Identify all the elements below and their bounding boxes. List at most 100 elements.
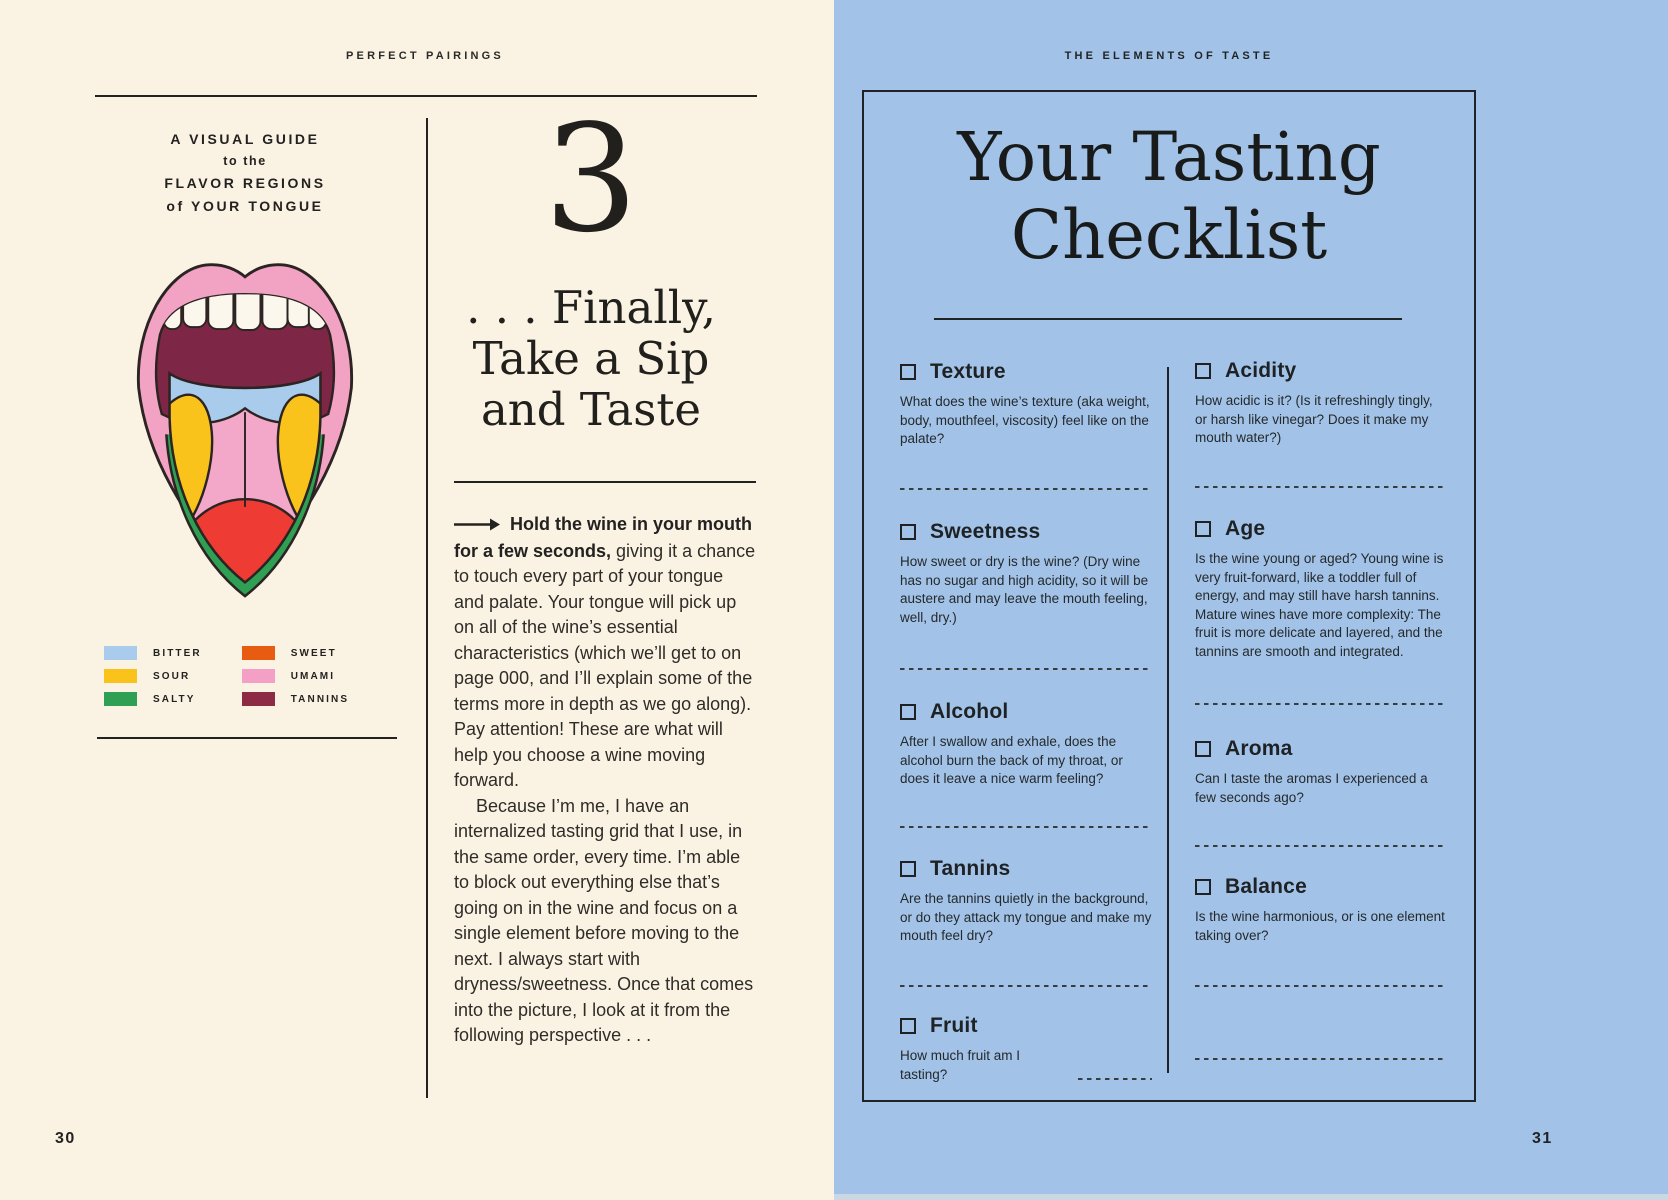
chapter-heading: . . . Finally, Take a Sip and Taste	[426, 282, 756, 435]
intro-paragraph: Hold the wine in your mouth for a few se…	[454, 512, 756, 794]
legend-rule	[97, 737, 397, 739]
guide-title-line4: of YOUR TONGUE	[166, 198, 324, 214]
checkbox-icon[interactable]	[900, 524, 916, 540]
checklist-title-line1: Your Tasting	[957, 118, 1381, 196]
legend-item-tannins: TANNINS	[241, 692, 350, 706]
legend-label: SWEET	[290, 647, 337, 659]
legend-label: BITTER	[153, 647, 202, 659]
running-head-right: THE ELEMENTS OF TASTE	[1064, 50, 1274, 62]
checkbox-icon[interactable]	[900, 364, 916, 380]
checklist-item-label: Acidity	[1225, 359, 1297, 382]
checklist-item-description: Is the wine harmonious, or is one elemen…	[1195, 909, 1445, 943]
right-page: THE ELEMENTS OF TASTE Your Tasting Check…	[834, 0, 1668, 1200]
dashed-separator	[900, 488, 1148, 490]
checklist-item-description: Are the tannins quietly in the backgroun…	[900, 891, 1152, 943]
left-page: PERFECT PAIRINGS A VISUAL GUIDE to the F…	[0, 0, 834, 1200]
checklist-item-tannins: Tannins Are the tannins quietly in the b…	[900, 857, 1152, 946]
chapter-body: Hold the wine in your mouth for a few se…	[454, 512, 756, 1049]
page-edge	[834, 1194, 1668, 1200]
checklist-item-label: Texture	[930, 360, 1006, 383]
write-in-line	[1195, 1058, 1443, 1060]
dashed-separator	[900, 826, 1148, 828]
checklist-title-rule	[934, 318, 1402, 320]
checklist-item-description: How acidic is it? (Is it refreshingly ti…	[1195, 393, 1433, 445]
legend-item-bitter: BITTER	[104, 646, 202, 660]
checklist-item-age: Age Is the wine young or aged? Young win…	[1195, 517, 1447, 661]
dashed-separator	[900, 668, 1148, 670]
salty-swatch-icon	[104, 692, 137, 706]
flavor-legend: BITTER SOUR SALTY SWEET UMAMI TANNINS	[104, 646, 349, 706]
checkbox-icon[interactable]	[900, 704, 916, 720]
running-head-left: PERFECT PAIRINGS	[346, 50, 504, 62]
checklist-item-label: Age	[1225, 517, 1266, 540]
checklist-item-label: Aroma	[1225, 737, 1293, 760]
legend-item-umami: UMAMI	[241, 669, 349, 683]
checkbox-icon[interactable]	[900, 1018, 916, 1034]
checklist-item-sweetness: Sweetness How sweet or dry is the wine? …	[900, 520, 1152, 627]
legend-item-salty: SALTY	[104, 692, 202, 706]
checklist-item-label: Tannins	[930, 857, 1011, 880]
checklist-item-description: After I swallow and exhale, does the alc…	[900, 734, 1123, 786]
visual-guide-title: A VISUAL GUIDE to the FLAVOR REGIONS of …	[95, 128, 395, 218]
guide-title-line2: to the	[223, 154, 267, 168]
checklist-item-label: Fruit	[930, 1014, 978, 1037]
checklist-item-fruit: Fruit How much fruit am I tasting?	[900, 1014, 1152, 1084]
tongue-illustration-icon	[136, 263, 354, 598]
chapter-heading-line1: . . . Finally,	[466, 281, 716, 334]
checklist-column-divider	[1167, 367, 1169, 1073]
checkbox-icon[interactable]	[1195, 879, 1211, 895]
checkbox-icon[interactable]	[1195, 363, 1211, 379]
checklist-item-description: Is the wine young or aged? Young wine is…	[1195, 551, 1444, 659]
chapter-heading-line2: Take a Sip	[472, 332, 710, 385]
sweet-swatch-icon	[241, 646, 275, 660]
checklist-box	[862, 90, 1476, 1102]
tannins-swatch-icon	[241, 692, 275, 706]
dashed-separator	[1195, 486, 1443, 488]
column-divider	[426, 118, 428, 1098]
intro-rest-text: giving it a chance to touch every part o…	[454, 540, 756, 791]
checklist-title-line2: Checklist	[1010, 196, 1328, 274]
checklist-item-texture: Texture What does the wine’s texture (ak…	[900, 360, 1152, 449]
guide-title-line3: FLAVOR REGIONS	[164, 175, 326, 191]
page-number-right: 31	[1532, 1130, 1553, 1147]
legend-label: SALTY	[153, 693, 196, 705]
checklist-item-alcohol: Alcohol After I swallow and exhale, does…	[900, 700, 1152, 789]
intro-bold-text: Hold the wine in your mouth for a few se…	[454, 514, 752, 561]
chapter-number: 3	[543, 93, 639, 265]
checklist-item-description: How much fruit am I tasting?	[900, 1048, 1021, 1082]
dashed-separator	[900, 985, 1148, 987]
bitter-swatch-icon	[104, 646, 137, 660]
sour-swatch-icon	[104, 669, 137, 683]
section-rule	[454, 481, 756, 483]
dashed-separator	[1195, 703, 1443, 705]
legend-label: TANNINS	[290, 693, 350, 705]
checklist-item-label: Sweetness	[930, 520, 1041, 543]
right-arrow-icon	[454, 513, 500, 539]
umami-swatch-icon	[241, 669, 275, 683]
header-rule	[95, 95, 757, 97]
second-paragraph: Because I’m me, I have an internalized t…	[454, 795, 754, 1046]
dashed-separator	[1195, 845, 1443, 847]
write-in-line	[1078, 1078, 1152, 1080]
legend-item-sour: SOUR	[104, 669, 202, 683]
page-number-left: 30	[55, 1130, 76, 1147]
checklist-item-description: Can I taste the aromas I experienced a f…	[1195, 771, 1428, 805]
checkbox-icon[interactable]	[900, 861, 916, 877]
legend-label: SOUR	[153, 670, 191, 682]
guide-title-line1: A VISUAL GUIDE	[170, 131, 320, 147]
checkbox-icon[interactable]	[1195, 741, 1211, 757]
legend-label: UMAMI	[290, 670, 336, 682]
checklist-item-description: What does the wine’s texture (aka weight…	[900, 394, 1150, 446]
checklist-item-label: Alcohol	[930, 700, 1009, 723]
checklist-item-label: Balance	[1225, 875, 1307, 898]
checklist-item-acidity: Acidity How acidic is it? (Is it refresh…	[1195, 359, 1447, 448]
legend-item-sweet: SWEET	[241, 646, 349, 660]
tongue-diagram	[100, 228, 390, 606]
checklist-item-aroma: Aroma Can I taste the aromas I experienc…	[1195, 737, 1447, 807]
chapter-heading-line3: and Taste	[480, 383, 702, 436]
checkbox-icon[interactable]	[1195, 521, 1211, 537]
checklist-title: Your Tasting Checklist	[862, 118, 1476, 274]
checklist-item-description: How sweet or dry is the wine? (Dry wine …	[900, 554, 1149, 625]
dashed-separator	[1195, 985, 1443, 987]
checklist-item-balance: Balance Is the wine harmonious, or is on…	[1195, 875, 1447, 945]
